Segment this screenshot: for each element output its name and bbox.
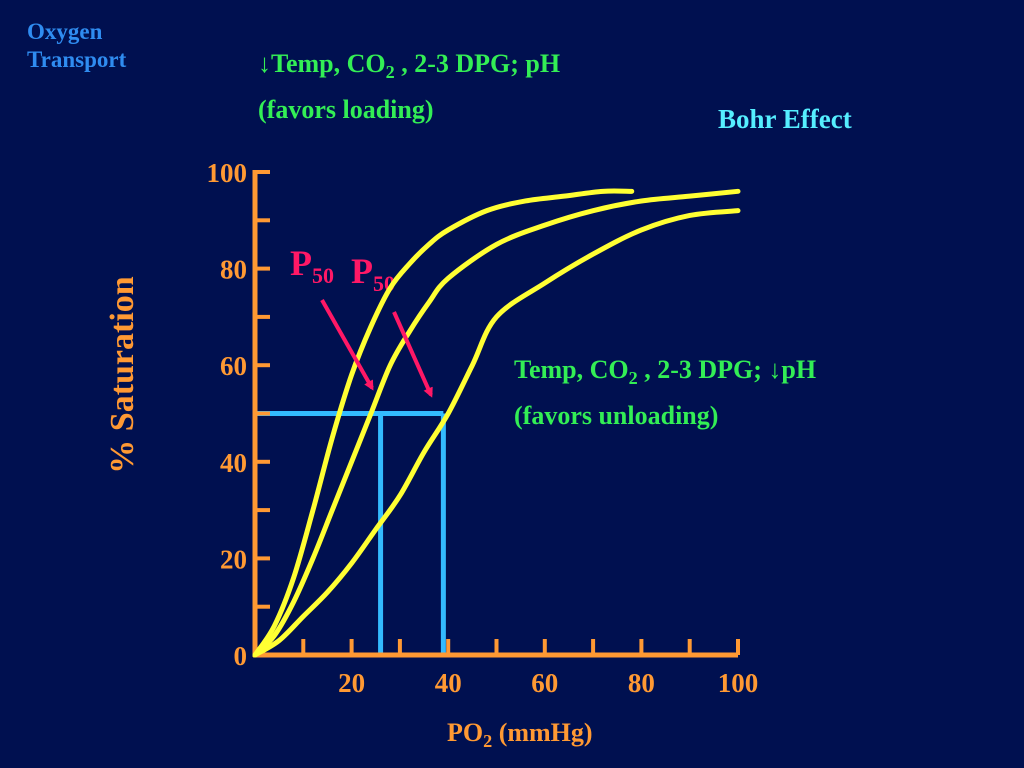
unloading-label: Temp, CO xyxy=(514,355,629,384)
x-tick-label: 60 xyxy=(531,668,558,698)
down-arrow-icon: ↓ xyxy=(258,49,271,78)
bohr-effect-label: Bohr Effect xyxy=(718,104,852,134)
x-tick-label: 40 xyxy=(435,668,462,698)
unloading-annotation-line2: (favors unloading) xyxy=(514,401,719,431)
unloading-label-sub: 2 xyxy=(628,368,638,389)
loading-label-sub: 2 xyxy=(385,62,395,83)
x-tick-label: 20 xyxy=(338,668,365,698)
p50-arrow-left xyxy=(320,299,374,391)
p50-label-left: P50 xyxy=(290,242,334,289)
loading-label: Temp, CO xyxy=(271,49,386,78)
unloading-annotation-line1: Temp, CO2 , 2-3 DPG; ↓pH xyxy=(514,351,816,397)
y-tick-label: 80 xyxy=(220,255,247,285)
slide-title-line2: Transport xyxy=(27,47,127,72)
loading-annotation-line1: ↓Temp, CO2 , 2-3 DPG; pH xyxy=(258,45,560,91)
x-axis-label-sub: 2 xyxy=(483,731,493,752)
p50-label-left-sub: 50 xyxy=(312,263,334,289)
loading-annotation-line2: (favors loading) xyxy=(258,95,434,125)
x-axis-label-unit: (mmHg) xyxy=(492,718,593,747)
saturation-curve-3 xyxy=(252,208,741,658)
down-arrow-icon: ↓ xyxy=(768,355,782,384)
y-tick-label: 60 xyxy=(220,351,247,381)
y-tick-label: 0 xyxy=(234,641,248,671)
x-axis-label: PO2 (mmHg) xyxy=(447,718,593,752)
saturation-curve-1 xyxy=(252,188,635,658)
p50-label-right: P50 xyxy=(351,250,395,297)
x-tick-label: 100 xyxy=(718,668,759,698)
p50-label-right-main: P xyxy=(351,251,373,291)
y-tick-label: 100 xyxy=(207,158,248,188)
x-axis-label-main: PO xyxy=(447,718,484,747)
slide-title: Oxygen Transport xyxy=(27,18,126,74)
unloading-label-rest: pH xyxy=(781,355,817,384)
y-tick-label: 20 xyxy=(220,544,247,574)
saturation-curve-2 xyxy=(252,188,741,658)
x-tick-label: 80 xyxy=(628,668,655,698)
p50-label-left-main: P xyxy=(290,243,312,283)
unloading-label-mid: , 2-3 DPG; xyxy=(637,355,769,384)
y-tick-label: 40 xyxy=(220,448,247,478)
p50-arrow-right xyxy=(392,311,433,398)
slide-title-line1: Oxygen xyxy=(27,19,103,44)
loading-annotation: ↓Temp, CO2 , 2-3 DPG; pH (favors loading… xyxy=(258,45,560,129)
unloading-annotation: Temp, CO2 , 2-3 DPG; ↓pH (favors unloadi… xyxy=(514,351,816,435)
loading-label-rest: , 2-3 DPG; pH xyxy=(394,49,561,78)
